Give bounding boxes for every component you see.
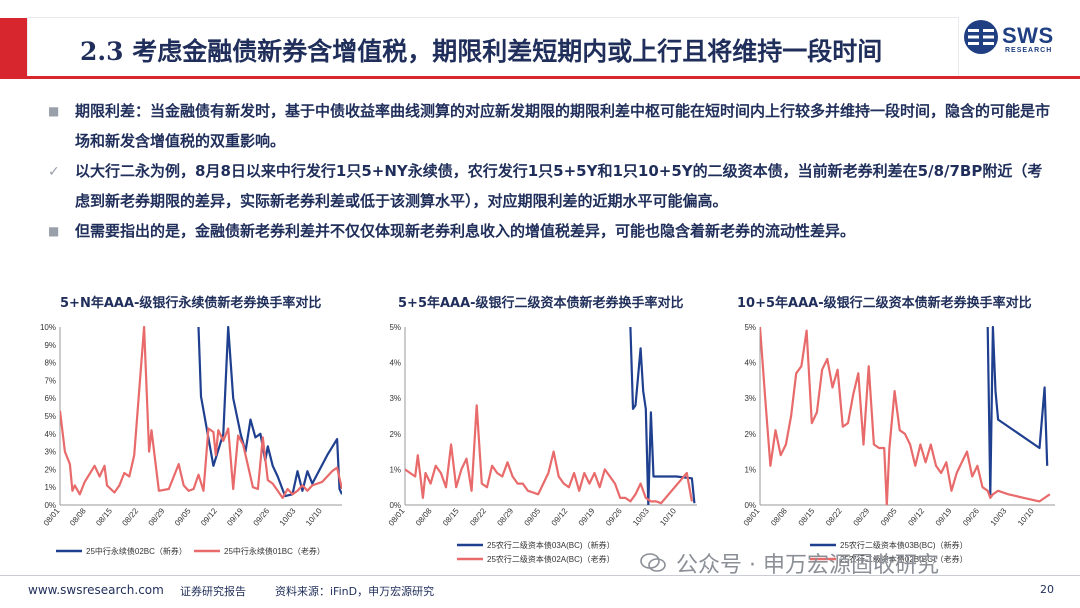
x-tick-label: 09/26 <box>604 506 624 528</box>
title-underline <box>0 76 1080 79</box>
y-tick-label: 8% <box>44 359 56 368</box>
y-tick-label: 4% <box>44 430 56 439</box>
y-tick-label: 5% <box>389 323 401 332</box>
title-tab <box>28 18 958 78</box>
check-bullet-icon: ✓ <box>48 164 60 180</box>
x-tick-label: 10/10 <box>1016 506 1036 528</box>
legend-label: 25农行二级资本债02A(BC)（老券） <box>487 554 615 564</box>
legend-label: 25农行二级资本债02B(BC)（老券） <box>840 554 968 564</box>
y-tick-label: 2% <box>389 430 401 439</box>
x-tick-label: 08/22 <box>468 506 488 528</box>
bullet-term-spread: 期限利差：当金融债有新发时，基于中债收益率曲线测算的对应新发期限的期限利差中枢可… <box>75 102 1051 150</box>
y-tick-label: 4% <box>389 359 401 368</box>
x-tick-label: 08/08 <box>68 506 88 528</box>
y-tick-label: 0% <box>389 501 401 510</box>
logo-subtext: RESEARCH <box>1005 47 1053 54</box>
chart-title-3: 10+5年AAA-级银行二级资本债新老券换手率对比 <box>737 296 1032 311</box>
y-tick-label: 7% <box>44 376 56 385</box>
y-tick-label: 9% <box>44 341 56 350</box>
series-line-new-bond <box>197 326 342 498</box>
x-tick-label: 09/19 <box>225 506 245 528</box>
watermark-text: 公众号 · 申万宏源固收研究 <box>676 553 939 578</box>
y-tick-label: 4% <box>744 359 756 368</box>
title-bar: 2.3 考虑金融债新券含增值税，期限利差短期内或上行且将维持一段时间 <box>0 18 1080 78</box>
x-tick-label: 08/15 <box>94 506 114 528</box>
x-tick-label: 09/12 <box>199 506 219 528</box>
series-line-old-bond <box>60 326 342 499</box>
legend-label: 25中行永续债01BC（老券） <box>224 546 325 556</box>
x-tick-label: 08/08 <box>414 506 434 528</box>
y-tick-label: 3% <box>389 394 401 403</box>
x-tick-label: 09/26 <box>252 506 272 528</box>
bullet-big-banks-example: 以大行二永为例，8月8日以来中行发行1只5+NY永续债，农行发行1只5+5Y和1… <box>75 162 1043 210</box>
legend-label: 25农行二级资本债03B(BC)（新券） <box>840 540 968 550</box>
x-tick-label: 09/19 <box>577 506 597 528</box>
series-line-old-bond <box>405 404 693 505</box>
x-tick-label: 08/29 <box>147 506 167 528</box>
y-tick-label: 3% <box>744 394 756 403</box>
sws-logo-icon <box>964 20 998 54</box>
x-tick-label: 10/10 <box>658 506 678 528</box>
x-tick-label: 10/03 <box>631 506 651 528</box>
page-title: 2.3 考虑金融债新券含增值税，期限利差短期内或上行且将维持一段时间 <box>80 37 883 66</box>
y-tick-label: 1% <box>744 465 756 474</box>
series-line-old-bond <box>760 326 1051 505</box>
footer-divider <box>0 575 1080 576</box>
chart-title-1: 5+N年AAA-级银行永续债新老券换手率对比 <box>60 296 322 311</box>
x-tick-label: 08/22 <box>824 506 844 528</box>
footer-source: 资料来源：iFinD，申万宏源研究 <box>275 585 435 598</box>
x-tick-label: 08/29 <box>495 506 515 528</box>
y-tick-label: 0% <box>44 501 56 510</box>
y-tick-label: 5% <box>744 323 756 332</box>
series-line-new-bond <box>986 326 1049 496</box>
y-tick-label: 5% <box>44 412 56 421</box>
legend-label: 25中行永续债02BC（新券） <box>86 546 187 556</box>
x-tick-label: 10/03 <box>989 506 1009 528</box>
series-line-new-bond <box>629 326 696 505</box>
y-tick-label: 3% <box>44 448 56 457</box>
x-tick-label: 09/05 <box>879 506 899 528</box>
logo-text: SWS <box>1002 23 1054 48</box>
x-tick-label: 09/05 <box>173 506 193 528</box>
x-tick-label: 08/15 <box>797 506 817 528</box>
x-tick-label: 08/22 <box>120 506 140 528</box>
square-bullet-icon: ■ <box>48 104 60 118</box>
title-accent-bar <box>0 18 28 78</box>
y-tick-label: 10% <box>40 323 56 332</box>
x-tick-label: 10/10 <box>304 506 324 528</box>
x-tick-label: 08/15 <box>441 506 461 528</box>
chart-perpetual-bond-turnover: 0%1%2%3%4%5%6%7%8%9%10%08/01 08/08 08/15 08… <box>40 323 342 556</box>
y-tick-label: 0% <box>744 501 756 510</box>
x-tick-label: 10/03 <box>278 506 298 528</box>
footer-url[interactable]: www.swsresearch.com <box>28 583 164 597</box>
y-tick-label: 1% <box>44 483 56 492</box>
x-tick-label: 09/05 <box>523 506 543 528</box>
y-tick-label: 2% <box>744 430 756 439</box>
wechat-icon <box>640 553 666 572</box>
x-tick-label: 08/29 <box>851 506 871 528</box>
y-tick-label: 2% <box>44 465 56 474</box>
x-tick-label: 09/12 <box>906 506 926 528</box>
chart-title-2: 5+5年AAA-级银行二级资本债新老券换手率对比 <box>398 296 684 311</box>
x-tick-label: 09/26 <box>961 506 981 528</box>
bullet-liquidity-note: 但需要指出的是，金融债新老券利差并不仅仅体现新老券利息收入的增值税差异，可能也隐… <box>75 222 856 240</box>
x-tick-label: 09/12 <box>550 506 570 528</box>
footer-report-label: 证券研究报告 <box>180 585 246 598</box>
chart-tier2-10y-turnover: 0%1%2%3%4%5%08/01 08/08 08/15 08/22 08/29 09/… <box>742 323 1055 564</box>
x-tick-label: 09/19 <box>934 506 954 528</box>
square-bullet-icon: ■ <box>48 224 60 238</box>
chart-tier2-5y-turnover: 0%1%2%3%4%5%08/01 08/08 08/15 08/22 08/29 09/… <box>387 323 697 564</box>
y-tick-label: 6% <box>44 394 56 403</box>
x-tick-label: 08/08 <box>769 506 789 528</box>
legend-label: 25农行二级资本债03A(BC)（新券） <box>487 540 615 550</box>
page-number: 20 <box>1040 583 1054 596</box>
y-tick-label: 1% <box>389 465 401 474</box>
sws-logo <box>962 18 1062 58</box>
